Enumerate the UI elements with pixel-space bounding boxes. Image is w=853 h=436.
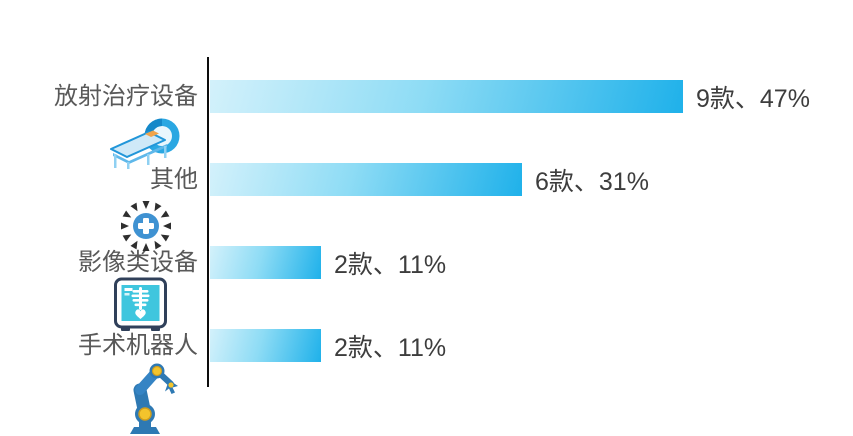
bar-row: 2款、11% — [210, 329, 446, 362]
bar-value-label: 2款、11% — [334, 250, 447, 279]
bar-radiotherapy — [210, 80, 683, 113]
mri-scanner-icon — [110, 118, 180, 169]
category-label-other: 其他 — [150, 166, 198, 193]
bar-value-label: 2款、11% — [334, 333, 447, 362]
xray-film-icon — [114, 277, 167, 331]
bar-surgical-robot — [210, 329, 321, 362]
bar-row: 2款、11% — [210, 246, 446, 279]
bar-row: 6款、31% — [210, 163, 649, 196]
y-axis-line — [207, 57, 209, 387]
bar-imaging — [210, 246, 321, 279]
bar-other — [210, 163, 522, 196]
category-label-imaging: 影像类设备 — [78, 249, 198, 276]
medical-cross-icon — [121, 201, 171, 251]
bar-value-label: 6款、31% — [535, 167, 649, 196]
category-label-radiotherapy: 放射治疗设备 — [54, 83, 198, 110]
category-label-surgical-robot: 手术机器人 — [78, 332, 198, 359]
robot-arm-icon — [130, 363, 178, 434]
bar-value-label: 9款、47% — [696, 84, 810, 113]
bar-row: 9款、47% — [210, 80, 810, 113]
